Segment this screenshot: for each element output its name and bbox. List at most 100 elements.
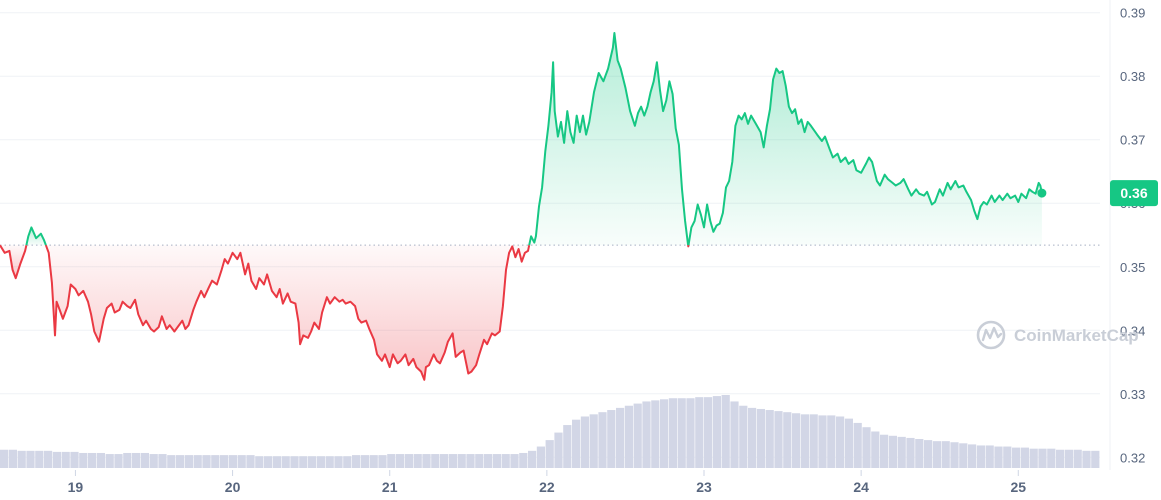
- volume-bar: [572, 419, 581, 468]
- volume-bar: [924, 440, 933, 468]
- volume-bar: [1038, 448, 1047, 468]
- y-tick-label: 0.32: [1120, 450, 1145, 465]
- volume-bar: [184, 455, 193, 468]
- volume-bar: [360, 455, 369, 468]
- volume-bar: [800, 414, 809, 468]
- coinmarketcap-logo-icon: [976, 320, 1006, 350]
- volume-bar: [844, 418, 853, 468]
- volume-bar: [959, 443, 968, 468]
- x-tick-label: 21: [382, 479, 398, 495]
- volume-bar: [1047, 448, 1056, 468]
- volume-bar: [862, 427, 871, 468]
- volume-bar: [888, 435, 897, 468]
- volume-bar: [466, 454, 475, 468]
- volume-bar: [624, 405, 633, 468]
- price-area-up: [26, 227, 46, 246]
- volume-bar: [0, 449, 9, 468]
- volume-bar: [783, 412, 792, 468]
- volume-bar: [17, 450, 26, 468]
- volume-bar: [492, 454, 501, 468]
- volume-bar: [246, 455, 255, 468]
- price-area-up: [529, 33, 689, 246]
- volume-bar: [704, 397, 713, 468]
- volume-bar: [44, 450, 53, 468]
- volume-bar: [431, 454, 440, 468]
- current-price-badge: 0.36: [1110, 180, 1158, 207]
- volume-bar: [915, 439, 924, 468]
- volume-bar: [501, 454, 510, 468]
- volume-bar: [897, 436, 906, 468]
- price-line-up: [25, 226, 47, 246]
- volume-bar: [272, 456, 281, 468]
- volume-bar: [712, 396, 721, 468]
- y-tick-label: 0.33: [1120, 387, 1145, 402]
- volume-bar: [536, 446, 545, 468]
- volume-bar: [413, 454, 422, 468]
- x-tick-label: 25: [1010, 479, 1026, 495]
- volume-bar: [1064, 449, 1073, 468]
- volume-bar: [1029, 448, 1038, 468]
- volume-bar: [721, 395, 730, 468]
- volume-bar: [1082, 450, 1091, 468]
- volume-bars: [0, 395, 1100, 468]
- volume-bar: [140, 452, 149, 468]
- volume-bar: [8, 449, 17, 468]
- volume-bar: [308, 456, 317, 468]
- volume-bar: [730, 401, 739, 468]
- x-tick-label: 19: [68, 479, 84, 495]
- volume-bar: [396, 454, 405, 468]
- volume-bar: [70, 451, 79, 468]
- volume-bar: [1012, 447, 1021, 468]
- volume-bar: [316, 456, 325, 468]
- volume-bar: [325, 456, 334, 468]
- price-line-up: [528, 32, 690, 246]
- volume-bar: [220, 455, 229, 468]
- volume-bar: [1056, 449, 1065, 468]
- volume-bar: [79, 452, 88, 468]
- volume-bar: [774, 411, 783, 468]
- volume-bar: [404, 454, 413, 468]
- volume-bar: [158, 454, 167, 468]
- volume-bar: [695, 397, 704, 468]
- volume-bar: [193, 455, 202, 468]
- volume-bar: [378, 455, 387, 468]
- price-line-up: [687, 67, 1043, 246]
- volume-bar: [853, 422, 862, 468]
- price-line-down: [44, 244, 531, 381]
- volume-bar: [211, 455, 220, 468]
- volume-bar: [792, 413, 801, 468]
- watermark: CoinMarketCap: [976, 320, 1139, 350]
- volume-bar: [52, 451, 61, 468]
- volume-bar: [387, 454, 396, 468]
- volume-bar: [149, 454, 158, 468]
- volume-bar: [475, 454, 484, 468]
- volume-bar: [343, 456, 352, 468]
- volume-bar: [519, 452, 528, 468]
- volume-bar: [290, 456, 299, 468]
- volume-bar: [176, 455, 185, 468]
- volume-bar: [748, 407, 757, 468]
- volume-bar: [950, 442, 959, 468]
- volume-bar: [132, 452, 141, 468]
- volume-bar: [299, 456, 308, 468]
- volume-bar: [237, 455, 246, 468]
- volume-bar: [545, 440, 554, 468]
- volume-bar: [510, 454, 519, 468]
- volume-bar: [580, 416, 589, 468]
- volume-bar: [281, 456, 290, 468]
- current-price-dot: [1037, 188, 1047, 198]
- volume-bar: [994, 446, 1003, 468]
- y-axis: 0.39 0.38 0.37 0.36 0.35 0.34 0.33 0.32: [1120, 6, 1145, 466]
- volume-bar: [985, 445, 994, 468]
- volume-bar: [818, 415, 827, 468]
- volume-bar: [114, 454, 123, 468]
- volume-bar: [167, 455, 176, 468]
- volume-bar: [422, 454, 431, 468]
- volume-bar: [642, 401, 651, 468]
- volume-bar: [1073, 449, 1082, 468]
- y-tick-label: 0.34: [1120, 323, 1145, 338]
- volume-bar: [334, 456, 343, 468]
- volume-bar: [660, 399, 669, 468]
